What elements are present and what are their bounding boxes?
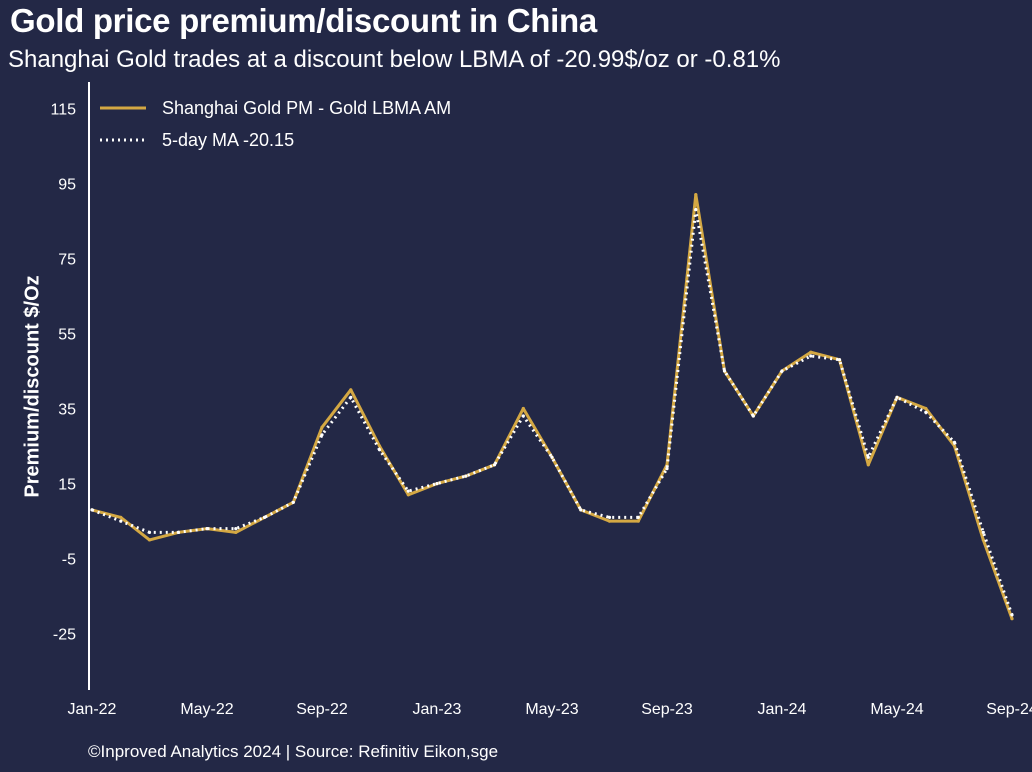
series-point: [866, 463, 870, 467]
series-point: [694, 208, 698, 212]
series-point: [952, 444, 957, 448]
x-tick-label: Jan-22: [68, 701, 117, 718]
x-tick-label: Sep-23: [641, 701, 693, 718]
y-tick-label: 75: [58, 251, 76, 268]
source-credit: ©Inproved Analytics 2024 | Source: Refin…: [88, 742, 499, 761]
chart-subtitle: Shanghai Gold trades at a discount below…: [8, 46, 781, 73]
series-point: [320, 433, 324, 437]
series-point: [579, 508, 583, 512]
series-point: [1010, 613, 1014, 617]
y-tick-label: 15: [58, 477, 76, 494]
series-point: [205, 527, 209, 531]
series-point: [636, 519, 640, 523]
chart-title: Gold price premium/discount in China: [10, 2, 597, 39]
series-point: [291, 500, 295, 504]
series-point: [722, 369, 727, 373]
series-point: [809, 354, 813, 358]
series-point: [492, 463, 497, 467]
series-point: [924, 406, 928, 411]
y-tick-label: 115: [50, 101, 76, 118]
series-point: [1010, 617, 1014, 621]
y-tick-label: -5: [62, 552, 76, 569]
x-tick-label: May-22: [180, 701, 233, 718]
series-point: [751, 414, 755, 418]
x-axis-ticks: Jan-22 May-22 Sep-22 Jan-23 May-23 Sep-23 Jan-…: [68, 701, 1032, 718]
series-point: [636, 515, 640, 520]
series-line-moving-average: [91, 208, 1014, 616]
x-tick-label: Sep-22: [296, 701, 348, 718]
series-point: [924, 410, 928, 414]
series-point: [895, 395, 899, 399]
series-point: [262, 515, 267, 520]
legend-label: 5-day MA -20.15: [162, 130, 294, 150]
series-point: [809, 350, 813, 354]
series-point: [780, 369, 784, 373]
series-point: [607, 519, 612, 523]
x-tick-label: Jan-23: [413, 701, 462, 718]
legend-label: Shanghai Gold PM - Gold LBMA AM: [162, 98, 451, 118]
series-line-premium: [91, 193, 1014, 620]
series-point: [866, 455, 870, 459]
series-point: [694, 193, 698, 197]
series-point: [377, 444, 382, 448]
series-layer: [90, 193, 1014, 621]
series-point: [377, 448, 382, 452]
x-tick-label: Sep-24: [986, 701, 1032, 718]
x-tick-label: May-24: [870, 701, 923, 718]
series-point: [981, 538, 985, 542]
series-point: [119, 519, 123, 523]
series-point: [435, 482, 439, 486]
series-point: [349, 388, 353, 392]
y-tick-label: -25: [53, 627, 76, 644]
series-point: [147, 538, 152, 542]
y-axis-ticks: 115 95 75 55 35 15 -5 -25: [50, 101, 76, 643]
series-point: [521, 414, 525, 418]
legend: Shanghai Gold PM - Gold LBMA AM 5-day MA …: [100, 98, 451, 150]
series-point: [550, 455, 554, 459]
series-point: [234, 527, 238, 531]
series-point: [607, 515, 612, 520]
x-tick-label: Jan-24: [758, 701, 807, 718]
series-point: [981, 530, 985, 535]
series-point: [837, 358, 842, 362]
series-point: [234, 530, 238, 535]
series-point: [521, 406, 525, 411]
series-point: [147, 530, 152, 535]
x-tick-label: May-23: [525, 701, 578, 718]
series-point: [665, 467, 669, 471]
y-tick-label: 55: [58, 326, 76, 343]
series-point: [464, 474, 468, 478]
series-point: [406, 489, 410, 493]
series-point: [349, 395, 353, 399]
y-tick-label: 95: [58, 176, 76, 193]
series-point: [176, 530, 180, 535]
y-tick-label: 35: [58, 402, 76, 419]
series-point: [320, 425, 324, 429]
series-point: [952, 440, 957, 444]
series-point: [119, 515, 123, 520]
series-point: [406, 493, 410, 497]
series-point: [90, 508, 94, 512]
